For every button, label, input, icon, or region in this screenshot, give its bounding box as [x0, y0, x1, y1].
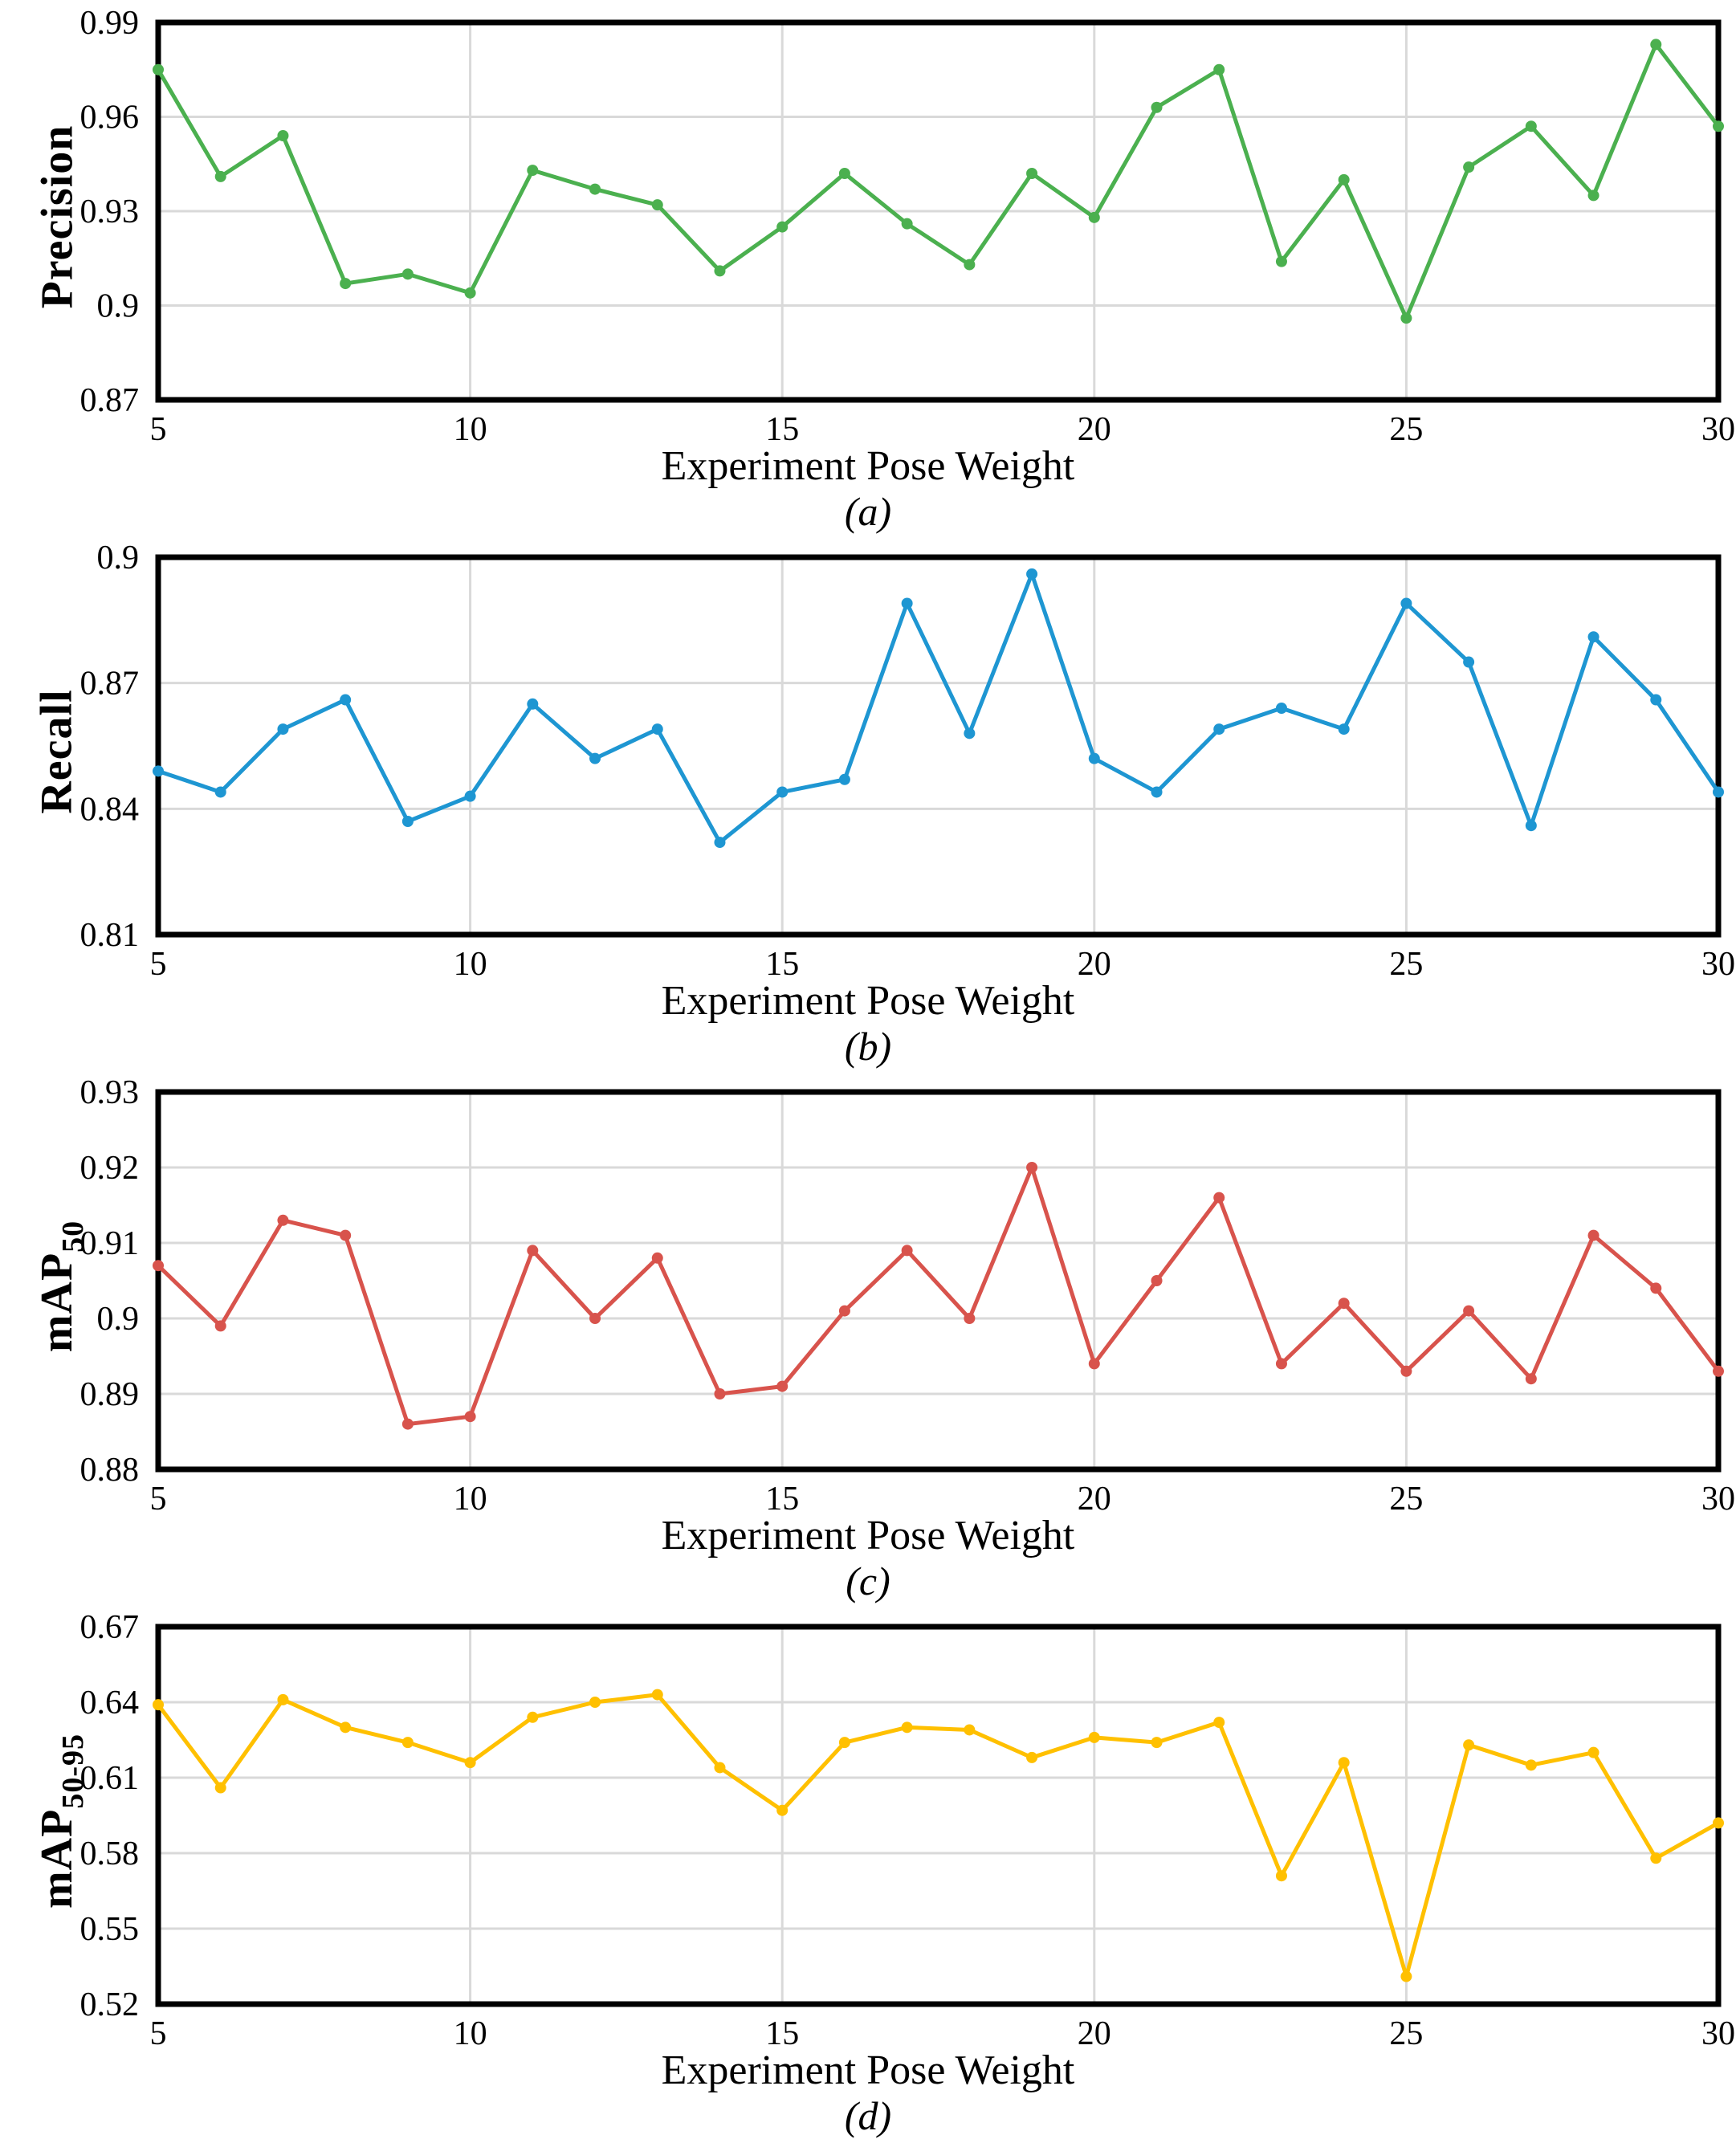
svg-text:25: 25 [1389, 2015, 1423, 2051]
svg-text:10: 10 [454, 2015, 487, 2051]
precision-line-chart: 0.87 0.9 0.93 0.96 0.99 5 10 15 20 25 30 [80, 5, 1736, 446]
svg-text:20: 20 [1078, 946, 1111, 981]
svg-text:25: 25 [1389, 946, 1423, 981]
svg-text:0.84: 0.84 [80, 791, 140, 828]
map50-line-chart: 0.88 0.89 0.9 0.91 0.92 0.93 5 10 15 20 25 30 [80, 1074, 1736, 1516]
svg-text:20: 20 [1078, 1481, 1111, 1516]
svg-text:5: 5 [150, 946, 167, 981]
svg-text:0.88: 0.88 [80, 1452, 140, 1489]
svg-text:0.9: 0.9 [97, 1301, 140, 1338]
svg-text:15: 15 [765, 946, 799, 981]
panel-caption: (b) [844, 1024, 892, 1070]
svg-text:0.64: 0.64 [80, 1685, 140, 1721]
map50-95-line-chart: 0.52 0.55 0.58 0.61 0.64 0.67 5 10 15 20 25 30 [80, 1609, 1736, 2051]
svg-text:0.96: 0.96 [80, 100, 140, 136]
svg-text:0.91: 0.91 [80, 1225, 140, 1262]
x-axis-title: Experiment Pose Weight [661, 2047, 1075, 2093]
panel-caption: (c) [846, 1558, 890, 1604]
svg-text:0.92: 0.92 [80, 1150, 140, 1187]
svg-text:30: 30 [1701, 2015, 1735, 2051]
svg-text:30: 30 [1701, 411, 1735, 446]
svg-text:25: 25 [1389, 1481, 1423, 1516]
x-axis-title: Experiment Pose Weight [661, 1513, 1075, 1558]
svg-text:0.87: 0.87 [80, 382, 140, 419]
svg-text:15: 15 [765, 1481, 799, 1516]
svg-text:15: 15 [765, 2015, 799, 2051]
svg-text:0.93: 0.93 [80, 194, 140, 230]
svg-text:0.87: 0.87 [80, 666, 140, 703]
svg-text:25: 25 [1389, 411, 1423, 446]
svg-text:0.99: 0.99 [80, 5, 140, 42]
svg-text:0.67: 0.67 [80, 1609, 140, 1646]
svg-text:5: 5 [150, 2015, 167, 2051]
x-axis-title: Experiment Pose Weight [661, 443, 1075, 489]
svg-text:15: 15 [765, 411, 799, 446]
panel-map5095: 0.52 0.55 0.58 0.61 0.64 0.67 5 10 15 20 25 30 mAP5… [0, 1604, 1736, 2139]
svg-text:0.81: 0.81 [80, 917, 140, 954]
svg-text:30: 30 [1701, 946, 1735, 981]
svg-text:0.55: 0.55 [80, 1911, 140, 1948]
panel-recall: 0.81 0.84 0.87 0.9 5 10 15 20 25 30 Recall Experi… [0, 535, 1736, 1070]
panel-map50: 0.88 0.89 0.9 0.91 0.92 0.93 5 10 15 20 25 30 mAP50… [0, 1070, 1736, 1604]
svg-text:0.58: 0.58 [80, 1835, 140, 1872]
svg-text:0.9: 0.9 [97, 288, 140, 325]
svg-text:30: 30 [1701, 1481, 1735, 1516]
svg-text:0.61: 0.61 [80, 1760, 140, 1797]
x-axis-title: Experiment Pose Weight [661, 978, 1075, 1024]
panel-caption: (d) [844, 2093, 892, 2139]
svg-text:0.9: 0.9 [97, 540, 140, 577]
svg-text:10: 10 [454, 411, 487, 446]
recall-line-chart: 0.81 0.84 0.87 0.9 5 10 15 20 25 30 [80, 540, 1736, 981]
svg-text:5: 5 [150, 1481, 167, 1516]
panel-caption: (a) [844, 489, 892, 535]
svg-text:0.93: 0.93 [80, 1074, 140, 1111]
svg-text:10: 10 [454, 1481, 487, 1516]
svg-text:20: 20 [1078, 411, 1111, 446]
svg-text:5: 5 [150, 411, 167, 446]
svg-text:0.52: 0.52 [80, 1986, 140, 2023]
panel-precision: 0.87 0.9 0.93 0.96 0.99 5 10 15 20 25 30 Precision… [0, 0, 1736, 535]
svg-text:20: 20 [1078, 2015, 1111, 2051]
svg-text:10: 10 [454, 946, 487, 981]
svg-text:0.89: 0.89 [80, 1376, 140, 1413]
